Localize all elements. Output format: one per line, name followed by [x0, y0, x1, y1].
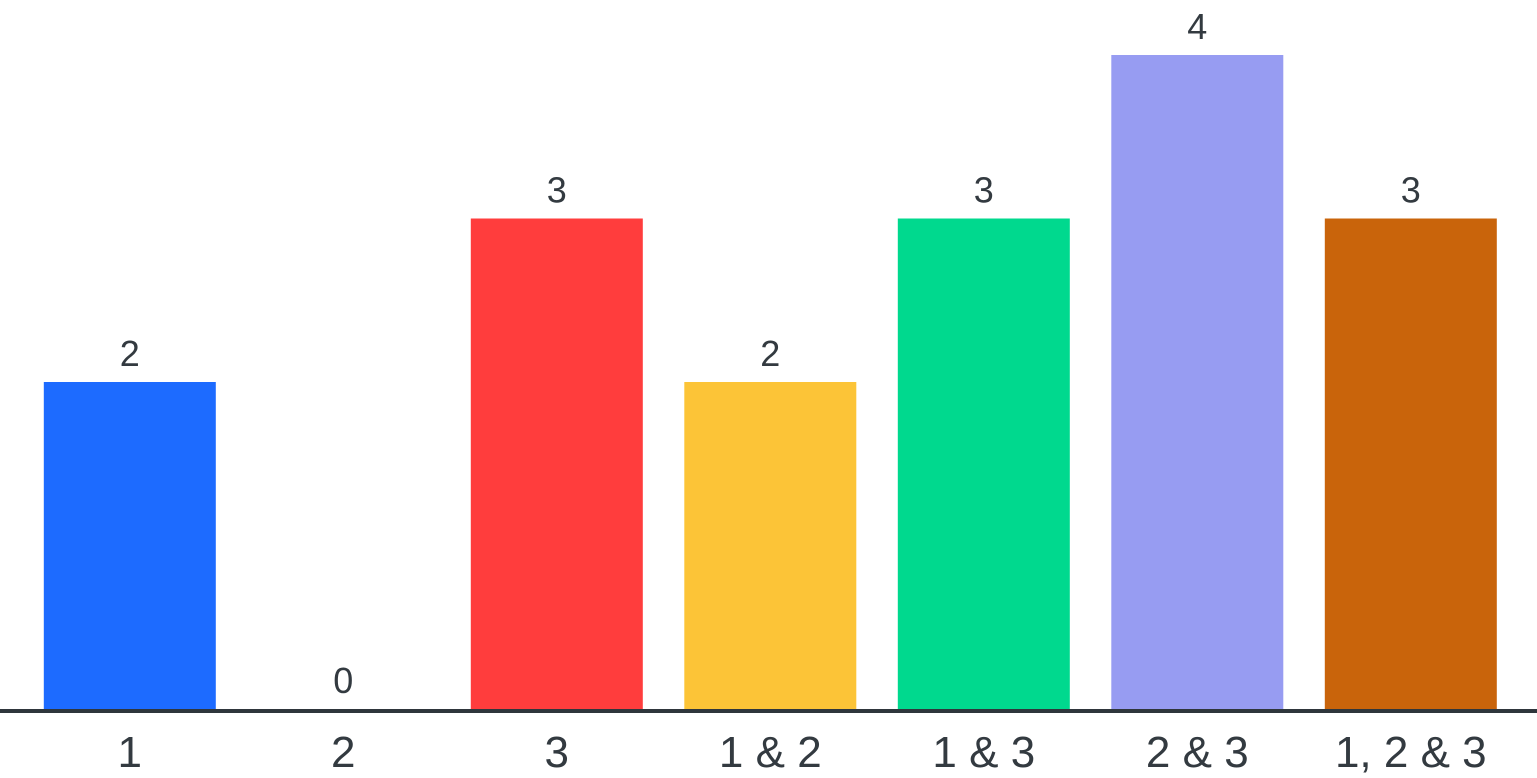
x-tick-label-4: 1 & 3	[932, 728, 1035, 777]
x-tick-label-1: 2	[331, 728, 355, 777]
bar-3	[684, 382, 857, 709]
x-axis-tick-labels: 1 2 3 1 & 2 1 & 3 2 & 3 1, 2 & 3	[118, 728, 1487, 777]
value-labels-layer: 2 0 3 2 3 4 3	[120, 6, 1421, 701]
x-tick-label-2: 3	[545, 728, 569, 777]
value-label-6: 3	[1401, 170, 1421, 211]
value-label-3: 2	[760, 333, 780, 374]
bar-5	[1111, 55, 1284, 709]
x-tick-label-6: 1, 2 & 3	[1335, 728, 1487, 777]
x-tick-label-3: 1 & 2	[719, 728, 822, 777]
x-tick-label-0: 1	[118, 728, 142, 777]
value-label-4: 3	[974, 170, 994, 211]
bars-layer	[43, 55, 1497, 709]
value-label-1: 0	[333, 660, 353, 701]
value-label-0: 2	[120, 333, 140, 374]
bar-6	[1324, 218, 1497, 709]
value-label-2: 3	[547, 170, 567, 211]
bar-0	[43, 382, 216, 709]
bar-4	[897, 218, 1070, 709]
x-tick-label-5: 2 & 3	[1146, 728, 1249, 777]
value-label-5: 4	[1187, 6, 1207, 47]
bar-2	[470, 218, 643, 709]
